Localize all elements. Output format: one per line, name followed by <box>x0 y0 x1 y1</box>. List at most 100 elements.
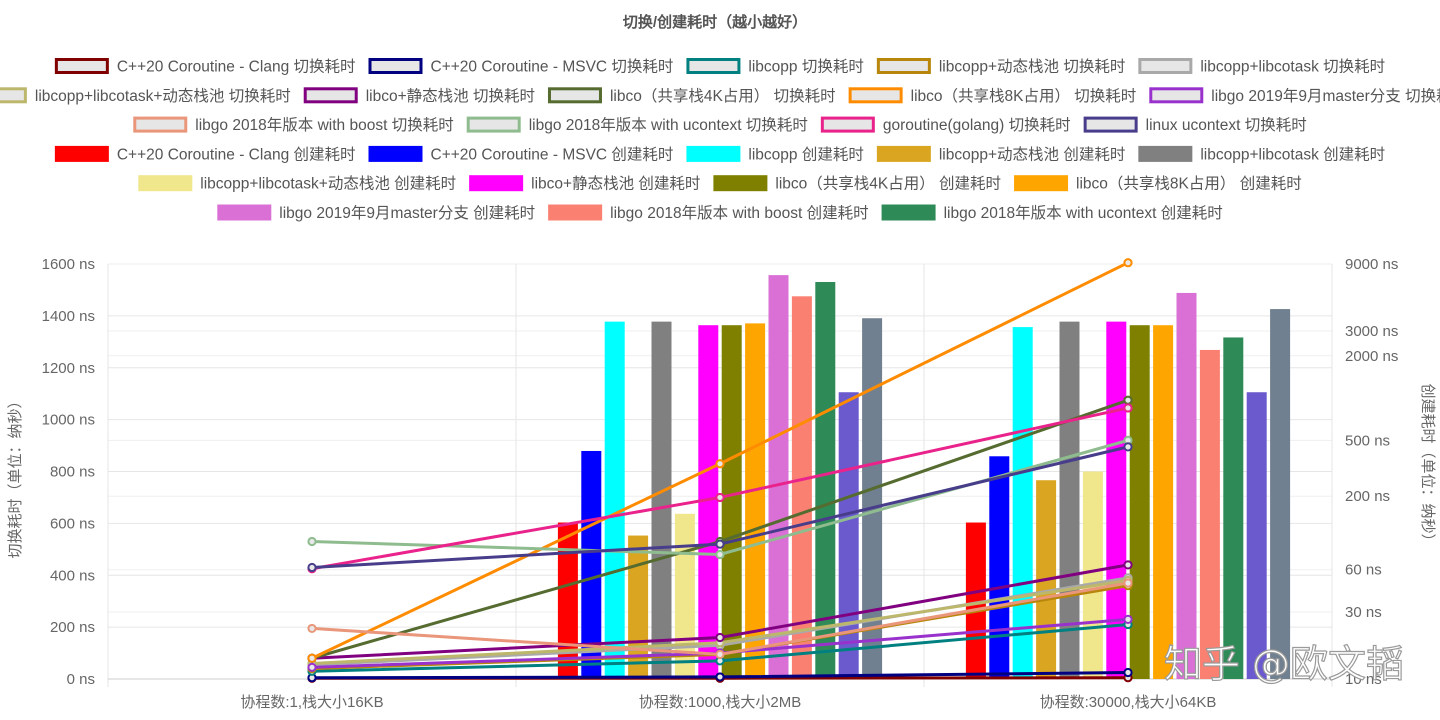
left-tick-label: 800 ns <box>50 464 95 481</box>
legend-item[interactable]: libgo 2019年9月master分支 创建耗时 <box>217 204 535 222</box>
left-tick-label: 1400 ns <box>42 308 95 325</box>
bar <box>1082 471 1103 679</box>
legend-item[interactable]: libco（共享栈4K占用） 切换耗时 <box>547 87 836 105</box>
legend-swatch-line <box>54 58 109 74</box>
right-axis: 10 ns 30 ns 60 ns 200 ns 500 ns 2000 ns 3000 n… <box>1345 256 1398 688</box>
legend-swatch-line <box>1083 116 1138 133</box>
legend-item[interactable]: libcopp+libcotask+动态栈池 创建耗时 <box>138 175 456 193</box>
legend-swatch-bar <box>217 204 272 221</box>
legend-label: goroutine(golang) 切换耗时 <box>883 116 1071 134</box>
legend-label: libco（共享栈8K占用） 切换耗时 <box>911 87 1137 105</box>
legend-item[interactable]: libco（共享栈8K占用） 创建耗时 <box>1014 175 1302 193</box>
legend-item[interactable]: C++20 Coroutine - Clang 切换耗时 <box>54 58 356 76</box>
legend-item[interactable]: libco（共享栈4K占用） 创建耗时 <box>713 175 1001 193</box>
series-point <box>715 492 725 503</box>
legend-item[interactable]: libco+静态栈池 切换耗时 <box>303 87 535 105</box>
bar <box>604 321 625 679</box>
legend: C++20 Coroutine - Clang 切换耗时 C++20 Corout… <box>0 58 1440 222</box>
bar <box>557 522 578 679</box>
series-point <box>1123 578 1133 588</box>
legend-item[interactable]: C++20 Coroutine - Clang 创建耗时 <box>54 145 356 163</box>
bar <box>651 321 672 679</box>
legend-label: C++20 Coroutine - Clang 切换耗时 <box>117 58 356 76</box>
bar <box>989 456 1010 679</box>
series-point <box>307 562 317 573</box>
legend-label: libcopp+libcotask 创建耗时 <box>1200 145 1385 163</box>
right-tick-label: 10 ns <box>1345 671 1382 688</box>
legend-swatch-line <box>848 87 903 104</box>
legend-label: C++20 Coroutine - Clang 创建耗时 <box>117 145 356 163</box>
chart-title: 切换/创建耗时（越小越好） <box>623 13 807 31</box>
legend-item[interactable]: C++20 Coroutine - MSVC 创建耗时 <box>368 145 674 163</box>
bar <box>1223 337 1244 679</box>
left-tick-label: 1000 ns <box>42 412 95 429</box>
legend-swatch-bar <box>469 175 524 192</box>
bar <box>1153 325 1174 679</box>
watermark: 知乎 @欧文韬 <box>1164 642 1404 686</box>
right-tick-label: 500 ns <box>1345 432 1390 449</box>
legend-label: libcopp 切换耗时 <box>748 58 863 76</box>
legend-swatch-line <box>368 58 423 74</box>
legend-item[interactable]: libgo 2019年9月master分支 切换耗时 <box>1149 87 1440 105</box>
legend-item[interactable]: libgo 2018年版本 with boost 创建耗时 <box>548 204 869 222</box>
right-tick-label: 60 ns <box>1345 562 1382 579</box>
legend-item[interactable]: libcopp+libcotask 创建耗时 <box>1138 145 1385 163</box>
series-point <box>1123 560 1133 570</box>
legend-item[interactable]: libcopp+libcotask+动态栈池 切换耗时 <box>0 87 291 105</box>
bar <box>1199 349 1220 679</box>
left-tick-label: 0 ns <box>67 671 95 688</box>
series-point <box>715 549 725 560</box>
bar <box>1176 292 1197 679</box>
legend-swatch-line <box>686 58 741 74</box>
legend-item[interactable]: libcopp 创建耗时 <box>686 145 864 163</box>
legend-item[interactable]: libco（共享栈8K占用） 切换耗时 <box>848 87 1137 105</box>
legend-label: libgo 2018年版本 with boost 切换耗时 <box>195 116 453 134</box>
bar <box>1246 392 1267 679</box>
left-axis: 0 ns 200 ns 400 ns 600 ns 800 ns 1000 ns 1200 … <box>42 256 95 688</box>
series-point <box>715 459 725 469</box>
legend-swatch-bar <box>1014 175 1069 192</box>
right-tick-label: 30 ns <box>1345 604 1382 621</box>
legend-item[interactable]: C++20 Coroutine - MSVC 切换耗时 <box>368 58 673 76</box>
legend-item[interactable]: libco+静态栈池 创建耗时 <box>469 175 700 193</box>
legend-item[interactable]: libgo 2018年版本 with boost 切换耗时 <box>133 116 454 134</box>
bar <box>581 450 602 679</box>
legend-label: libco（共享栈4K占用） 切换耗时 <box>610 87 836 105</box>
legend-item[interactable]: libcopp+动态栈池 切换耗时 <box>876 58 1125 76</box>
bar <box>815 282 836 679</box>
legend-label: libcopp+动态栈池 切换耗时 <box>939 58 1125 76</box>
bar <box>791 296 812 679</box>
legend-item[interactable]: libgo 2018年版本 with ucontext 切换耗时 <box>466 116 808 134</box>
right-axis-title: 创建耗时（单位：纳秒） <box>1419 383 1436 548</box>
bar <box>768 275 789 679</box>
series-point <box>307 662 317 672</box>
legend-item[interactable]: libcopp+libcotask 切换耗时 <box>1138 58 1385 76</box>
series-point <box>1123 395 1133 405</box>
legend-swatch-line <box>0 87 27 104</box>
legend-swatch-bar <box>686 145 741 162</box>
legend-item[interactable]: libcopp+动态栈池 创建耗时 <box>876 145 1125 163</box>
legend-item[interactable]: linux ucontext 切换耗时 <box>1083 116 1307 134</box>
series-point <box>307 623 317 634</box>
legend-label: libgo 2019年9月master分支 切换耗时 <box>1211 87 1440 105</box>
legend-item[interactable]: libgo 2018年版本 with ucontext 创建耗时 <box>881 204 1223 222</box>
right-tick-label: 9000 ns <box>1345 256 1398 273</box>
series-point <box>307 536 317 547</box>
right-tick-label: 3000 ns <box>1345 323 1398 340</box>
series-point <box>1123 614 1133 624</box>
lines <box>307 258 1133 683</box>
left-axis-title: 切换耗时（单位：纳秒） <box>7 393 24 558</box>
legend-swatch-line <box>1138 58 1193 74</box>
legend-item[interactable]: goroutine(golang) 切换耗时 <box>820 116 1071 134</box>
series-point <box>307 653 317 663</box>
left-tick-label: 200 ns <box>50 619 95 636</box>
legend-item[interactable]: libcopp 切换耗时 <box>686 58 864 76</box>
legend-label: libcopp+libcotask+动态栈池 创建耗时 <box>200 175 456 193</box>
series-point <box>715 649 725 659</box>
legend-swatch-line <box>466 116 521 133</box>
legend-swatch-bar <box>876 145 931 162</box>
bar <box>1270 309 1291 679</box>
bar <box>862 318 883 679</box>
legend-label: libcopp+libcotask 切换耗时 <box>1200 58 1385 76</box>
